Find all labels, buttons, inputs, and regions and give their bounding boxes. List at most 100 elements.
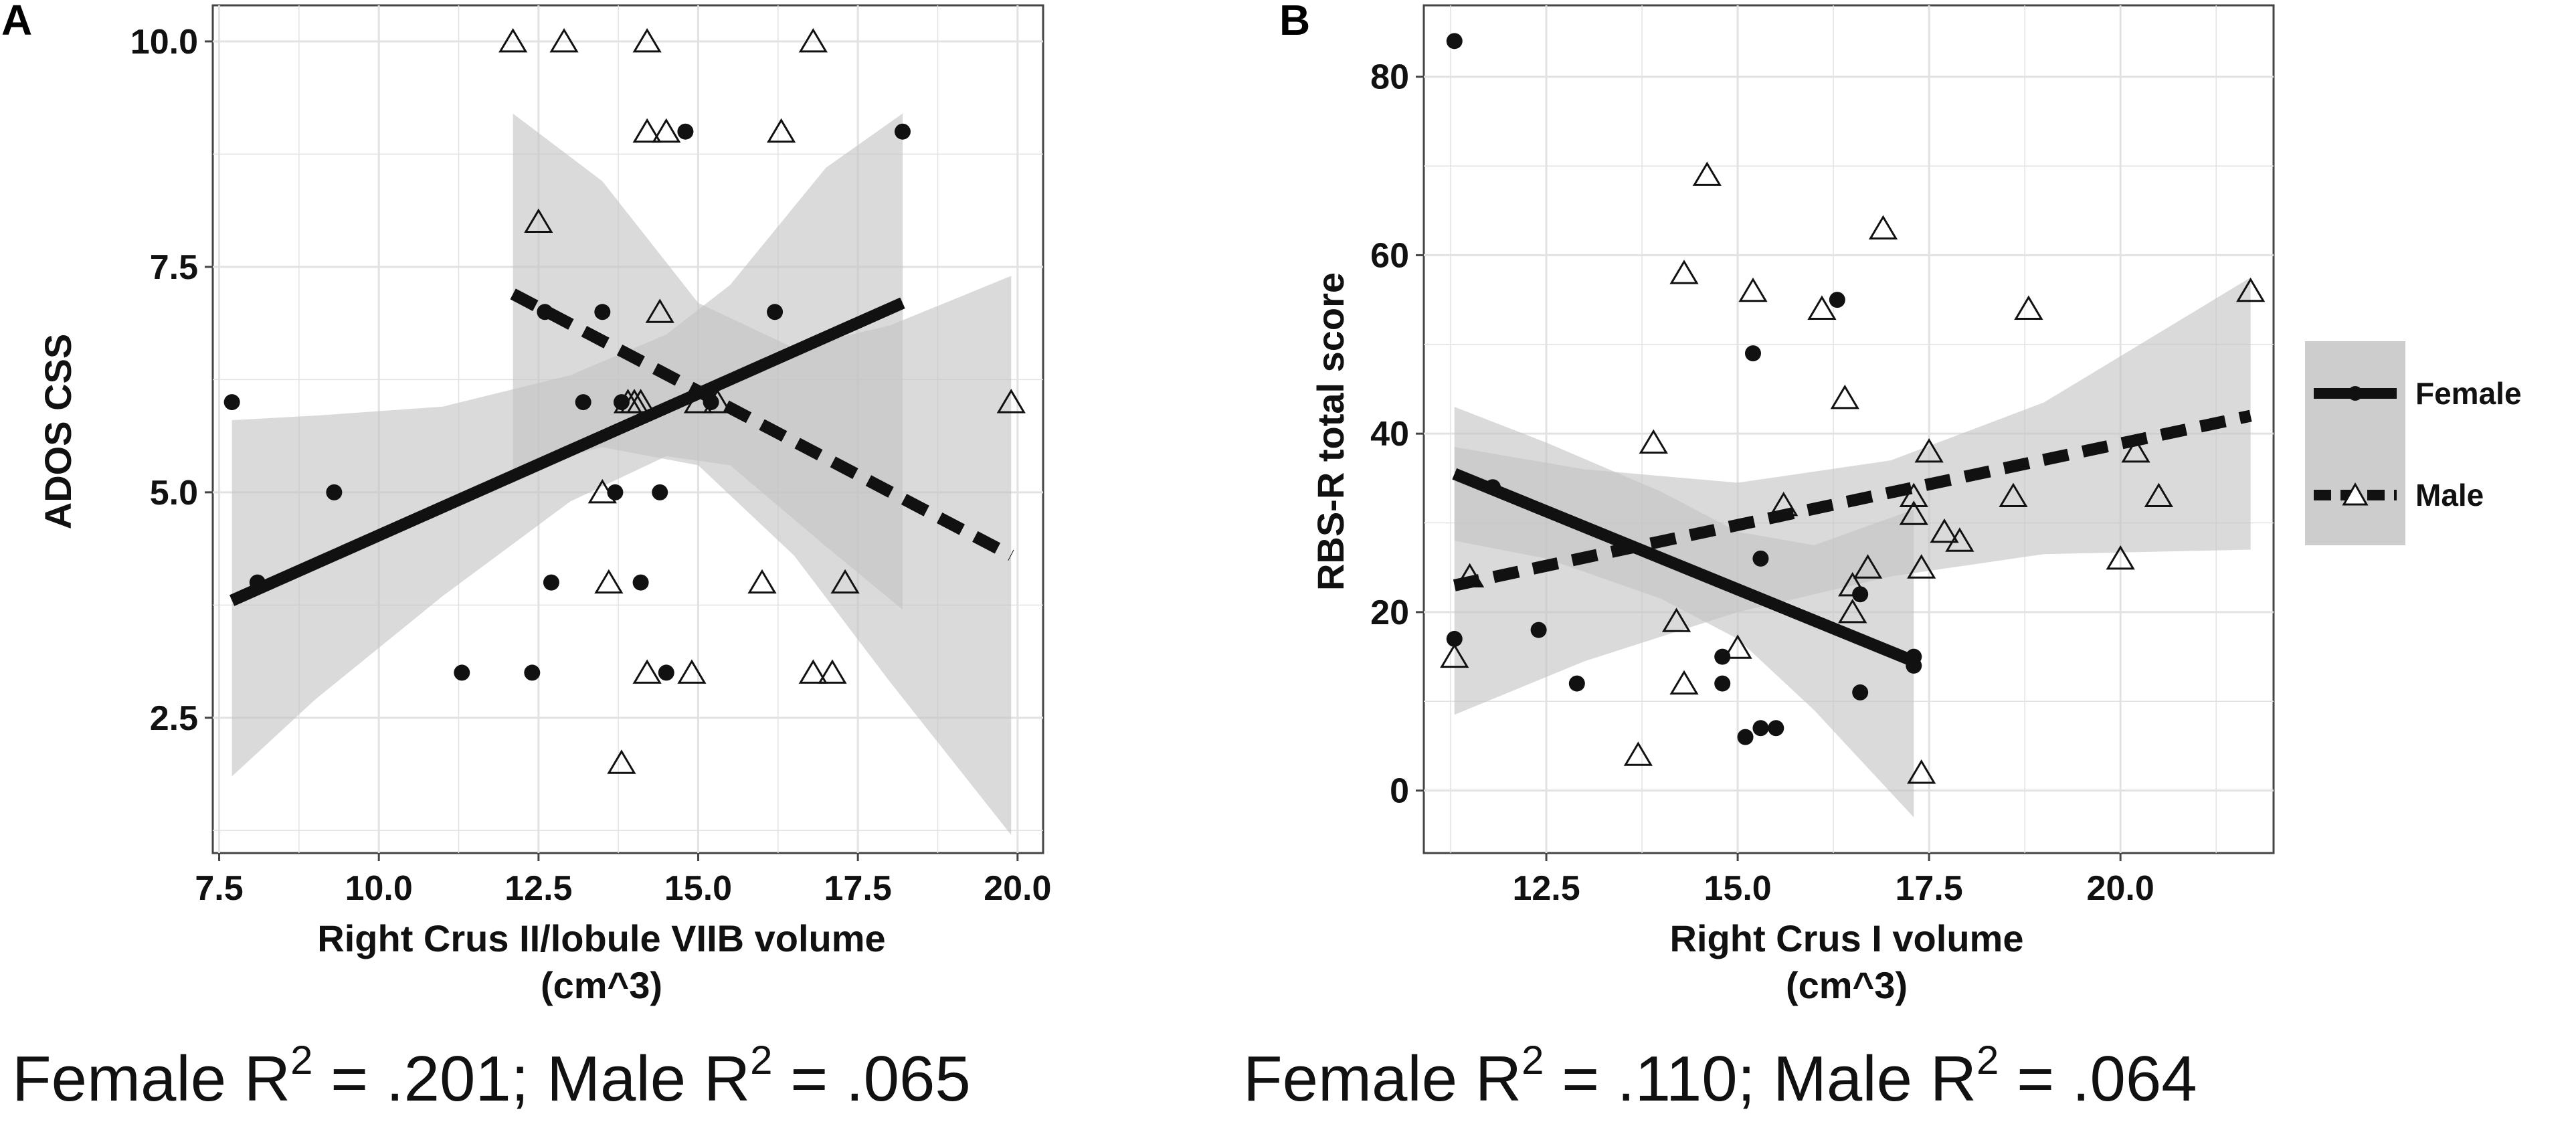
panel-a-male-point [798,27,828,53]
panel-b-male-point [1838,598,1867,624]
panel-b-male-point [2014,295,2043,320]
panel-b-x-tick-label: 12.5 [1512,869,1580,908]
legend-female-marker [2348,386,2363,401]
panel-a-male-confidence-band [513,113,1012,836]
panel-b-male-fit-line [1453,409,2252,591]
panel-a-male-point [524,208,553,233]
panel-a-male-point [632,659,662,684]
panel-a-male-point [645,298,674,323]
panel-a-y-tick-label: 5.0 [150,474,198,512]
panel-b-female-point [1829,292,1845,308]
panel-b-x-tick-label: 20.0 [2087,869,2154,908]
panel-b-female-point [1737,729,1754,745]
panel-a-male-point [498,27,528,53]
panel-a-male-point [996,389,1026,413]
panel-b-r2-male-value: = .064 [1999,1043,2197,1115]
panel-b-female-point [1714,648,1731,665]
legend: Female Male [2305,341,2522,545]
panel-a-bands [232,113,1012,836]
panel-b-fit-lines [1452,409,2252,667]
panel-a-r2-sup-1: 2 [290,1038,312,1083]
panel-b-male-point [1440,643,1469,668]
panel-b-x-axis-title-line1: Right Crus I volume [1670,917,2024,959]
panel-a-male-fit-line [510,288,1014,561]
panel-b-r2-sup-1: 2 [1522,1038,1544,1083]
panel-b-y-tick-label: 60 [1370,236,1409,275]
panel-b-male-point [1945,527,1974,552]
panel-b-male-point [1830,384,1859,409]
panel-a-male-point [594,569,624,594]
panel-a-female-point [454,664,470,681]
panel-b-r2-female-value: = .110; Male R [1544,1043,1976,1115]
panel-a: A 7.5 10.0 12.5 15.0 17.5 20.0 2.5 5.0 7.5 10.0 R… [1,0,1051,1115]
panel-a-y-tick-label: 7.5 [150,248,198,287]
panel-a-male-point [652,118,681,143]
panel-b-male-point [1899,500,1928,525]
panel-a-x-tick-label: 17.5 [824,869,892,908]
panel-b-r2-caption: Female R2 = .110; Male R2 = .064 [1243,1038,2197,1115]
panel-a-r2-female-value: = .201; Male R [312,1043,750,1115]
panel-b-female-point [1752,550,1769,567]
panel-b-female-point [1744,345,1761,362]
panel-a-y-tick-label: 2.5 [150,699,198,738]
panel-b-male-point [2144,482,2174,508]
panel-b-r2-sup-2: 2 [1976,1038,1999,1083]
panel-b-male-point [1868,215,1898,240]
panel-b-male-point [1914,438,1944,463]
panel-a-x-axis-title-line2: (cm^3) [541,964,662,1006]
legend-male-marker [2342,482,2369,506]
panel-b-y-tick-label: 40 [1370,415,1409,454]
panel-a-x-tick-label: 12.5 [504,869,572,908]
panel-b-x-tick-label: 17.5 [1896,869,1963,908]
panel-b-female-point [1446,33,1463,50]
panel-a-r2-caption: Female R2 = .201; Male R2 = .065 [12,1038,971,1115]
panel-b-female-point [1446,630,1463,647]
panel-a-male-point [632,118,662,143]
panel-a-letter: A [1,0,32,44]
panel-a-female-point [575,394,591,411]
panel-a-male-point [677,659,707,684]
panel-a-male-point [830,569,860,594]
panel-a-y-axis-title: ADOS CSS [37,334,79,530]
panel-b-female-point [1768,720,1784,737]
panel-b-male-point [1639,429,1668,454]
panel-b-female-fit-line [1452,468,1916,667]
panel-b-male-point [1838,571,1867,597]
panel-a-fit-lines [229,288,1014,606]
panel-b-female-point [1752,720,1769,737]
panel-a-x-tick-label: 7.5 [195,869,243,908]
panel-a-female-point [594,304,611,320]
panel-a-female-point [543,574,559,591]
panel-a-x-tick-label: 20.0 [984,869,1051,908]
panel-b-letter: B [1279,0,1310,44]
panel-b-r2-female: Female R [1243,1043,1522,1115]
panel-b-female-point [1852,586,1869,603]
panel-b-male-point [1669,670,1699,695]
panel-b-tick-labels: 12.5 15.0 17.5 20.0 0 20 40 60 80 [1370,58,2154,908]
panel-a-male-point [747,569,777,594]
panel-b-male-point [1899,482,1928,508]
panel-a-male-point [607,749,636,774]
panel-b-male-point [1669,260,1699,284]
panel-b-female-point [1568,675,1585,692]
panel-b-male-point [2121,438,2150,463]
panel-b-female-point [1714,675,1731,692]
panel-b-female-point [1852,684,1869,700]
legend-female-label: Female [2415,376,2522,411]
panel-a-female-point [632,574,649,591]
panel-b-male-point [1853,554,1883,579]
panel-a-male-point [549,27,579,53]
panel-a-x-axis-title-line1: Right Crus II/lobule VIIB volume [317,917,885,959]
legend-male-label: Male [2415,478,2484,512]
panel-a-female-point [677,123,694,140]
panel-a-r2-male-value: = .065 [773,1043,971,1115]
panel-a-x-tick-label: 15.0 [664,869,732,908]
panel-b-y-tick-label: 80 [1370,58,1409,97]
panel-a-y-tick-label: 10.0 [130,23,198,62]
panel-b-female-point [1530,622,1547,638]
panel-b-male-point [1930,518,1959,543]
panel-b-male-point [2106,545,2135,570]
panel-a-tick-labels: 7.5 10.0 12.5 15.0 17.5 20.0 2.5 5.0 7.5 10.0 [130,23,1052,908]
panel-b-y-tick-label: 20 [1370,593,1409,632]
